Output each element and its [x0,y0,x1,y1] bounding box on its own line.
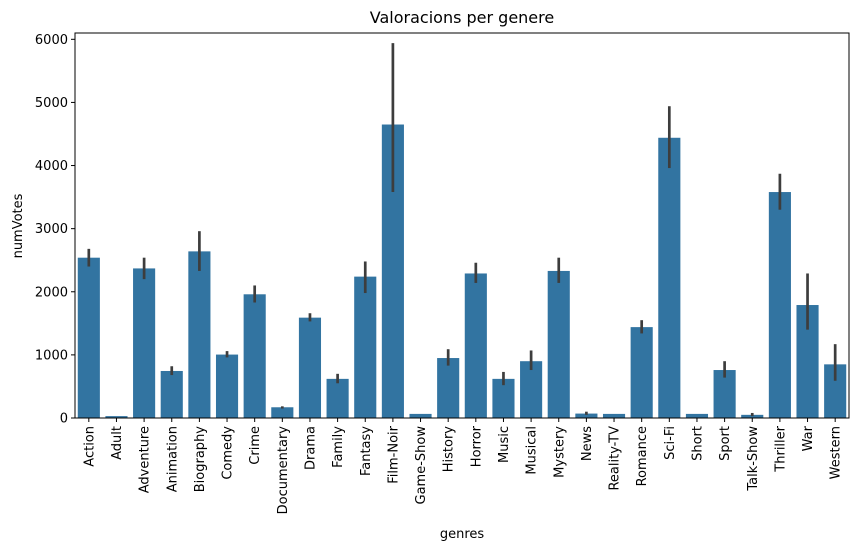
x-tick-label: Western [829,426,844,479]
bar-drama [298,317,322,418]
y-axis: 0 1000 2000 3000 4000 5000 6000 [35,33,75,427]
y-tick-label: 0 [60,412,68,427]
x-tick-label: Game-Show [414,426,429,505]
bar-comedy [215,354,239,418]
bar-short [685,413,709,418]
bar-news [575,413,598,418]
y-tick-label: 2000 [35,285,68,300]
x-tick-label: Music [497,426,512,463]
x-tick-label: Drama [303,426,318,470]
bar-fantasy [354,276,377,418]
bar-mystery [547,270,570,418]
x-tick-label: Adult [110,426,125,460]
bar-documentary [271,407,294,418]
x-tick-label: War [801,425,816,451]
bar-music [492,378,515,418]
bar-war [796,305,819,418]
x-tick-label: Reality-TV [608,426,623,491]
plot-frame [74,32,850,419]
x-tick-label: Sport [718,426,733,461]
x-tick-label: Documentary [276,426,291,515]
bar-animation [160,370,183,418]
x-tick-label: Mystery [552,426,567,478]
x-axis: Action Adult Adventure Animation Biography Co… [82,418,844,515]
y-tick-label: 6000 [35,33,68,48]
x-tick-label: Action [82,426,97,467]
bar-game-show [409,413,432,418]
bar-musical [520,361,543,418]
bar-film-noir [381,124,404,419]
bar-sport [713,370,736,418]
x-tick-label: Adventure [138,426,153,493]
bar-horror [464,273,487,418]
bar-crime [243,294,266,418]
bar-western [824,364,847,418]
y-tick-label: 5000 [35,96,68,111]
bar-reality-tv [602,413,626,418]
x-tick-label: News [580,426,595,461]
x-tick-label: Animation [165,426,180,492]
bar-action [77,257,100,418]
x-tick-label: Short [690,426,705,461]
x-tick-label: Biography [193,426,208,493]
x-tick-label: History [442,426,457,473]
y-tick-label: 1000 [35,348,68,363]
bar-adult [105,416,128,418]
x-tick-label: Musical [525,426,540,475]
x-tick-label: Film-Noir [386,425,401,483]
x-axis-label: genres [440,527,485,542]
x-tick-label: Thriller [773,425,788,472]
bar-romance [630,327,653,418]
bar-history [437,358,460,418]
x-tick-label: Comedy [221,426,236,480]
y-tick-label: 3000 [35,222,68,237]
x-tick-label: Family [331,426,346,468]
bar-family [326,378,349,418]
x-tick-label: Horror [469,425,484,467]
x-tick-label: Sci-Fi [663,426,678,460]
bar-thriller [768,192,791,418]
x-tick-label: Crime [248,426,263,465]
bar-biography [188,251,211,418]
chart-title: Valoracions per genere [370,8,554,27]
y-tick-label: 4000 [35,159,68,174]
bar-talk-show [741,414,764,418]
x-tick-label: Talk-Show [746,426,761,492]
y-axis-label: numVotes [11,193,26,258]
bar-adventure [133,268,156,418]
x-tick-label: Fantasy [359,426,374,476]
x-tick-label: Romance [635,426,650,486]
bar-sci-fi [658,137,681,418]
plot-area [77,43,847,419]
